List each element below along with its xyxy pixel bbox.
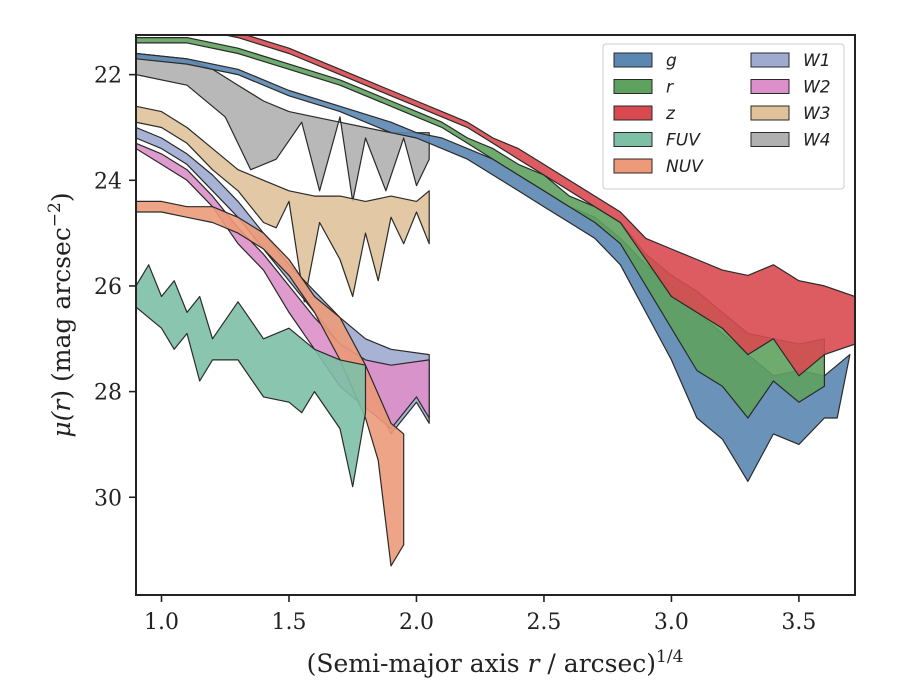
band-r [136, 36, 826, 419]
legend-label: r [666, 78, 674, 98]
legend-label: W3 [803, 104, 831, 124]
legend-swatch [613, 132, 653, 147]
x-tick-label: 2.5 [526, 610, 561, 635]
legend-label: FUV [666, 131, 701, 151]
band-nuv [136, 200, 405, 567]
legend-item-g: g [613, 51, 677, 71]
band-w4 [136, 52, 430, 202]
legend-label: W1 [803, 51, 831, 71]
y-tick-label: 26 [94, 275, 122, 300]
legend-swatch [613, 52, 653, 68]
band-z [222, 35, 855, 377]
legend-item-r: r [613, 78, 674, 98]
x-tick-label: 1.0 [144, 610, 179, 635]
band-w3 [136, 105, 430, 303]
legend-swatch [613, 105, 653, 121]
plot-frame [135, 34, 856, 596]
legend-item-fuv: FUV [613, 131, 701, 151]
legend-label: W4 [803, 131, 831, 151]
legend-label: NUV [666, 157, 704, 177]
legend-item-w1: W1 [750, 51, 831, 71]
legend-label: g [666, 51, 677, 71]
legend-item-w4: W4 [750, 131, 831, 151]
legend-swatch [750, 79, 790, 94]
x-tick-label: 1.5 [271, 610, 306, 635]
x-tick-label: 2.0 [399, 610, 434, 635]
series-layer [136, 35, 855, 567]
legend-swatch [750, 132, 790, 147]
legend-label: z [665, 104, 676, 124]
band-fuv [136, 264, 367, 488]
legend-swatch [613, 158, 653, 174]
legend-item-w2: W2 [750, 78, 831, 98]
y-tick-label: 24 [94, 169, 122, 194]
legend-item-z: z [613, 104, 676, 124]
x-axis-ticks: 1.0 1.5 2.0 2.5 3.0 3.5 [144, 595, 816, 635]
y-axis-ticks: 22 24 26 28 30 [94, 64, 136, 511]
legend-item-nuv: NUV [613, 157, 704, 177]
legend-item-w3: W3 [750, 104, 831, 124]
x-axis-label: (Semi-major axis r / arcsec)1/4 [307, 647, 684, 678]
x-tick-label: 3.0 [654, 610, 689, 635]
band-g [136, 52, 851, 482]
x-tick-label: 3.5 [781, 610, 816, 635]
legend-swatch [750, 105, 790, 121]
legend-swatch [750, 52, 790, 68]
y-tick-label: 22 [94, 64, 122, 89]
y-tick-label: 30 [94, 486, 122, 511]
legend-swatch [613, 79, 653, 94]
y-tick-label: 28 [94, 381, 122, 406]
legend: grz FUV NUV W1 W2 W3 W4 [602, 43, 845, 190]
y-axis-label: μ(r) (mag arcsec−2) [45, 192, 76, 437]
legend-label: W2 [803, 78, 831, 98]
